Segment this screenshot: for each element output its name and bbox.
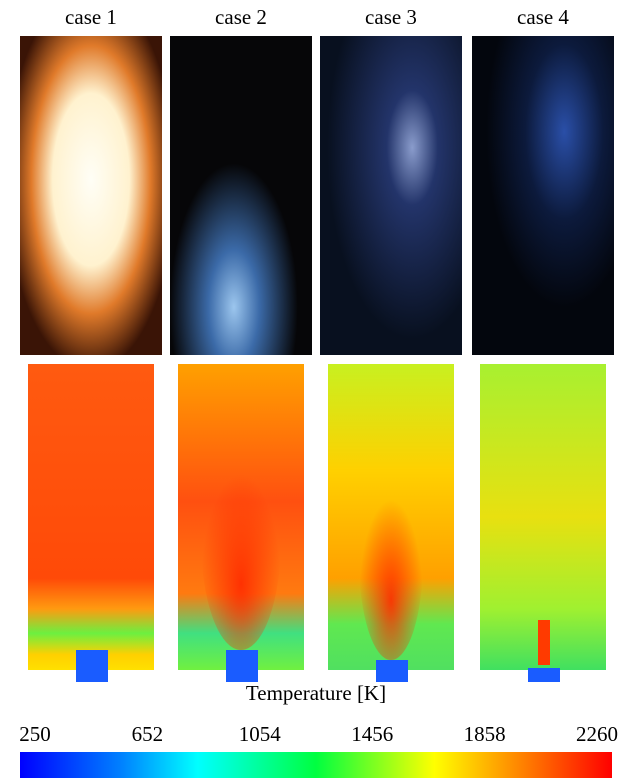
contours	[28, 364, 606, 682]
case-label: case 2	[215, 5, 267, 29]
case-label: case 4	[517, 5, 569, 29]
contour-case-1	[28, 364, 154, 670]
contour-core	[538, 620, 550, 665]
nozzle	[76, 650, 108, 682]
photo-case-4	[472, 36, 614, 355]
colorbar-tick-label: 250	[19, 722, 51, 746]
contour-core	[359, 460, 423, 660]
contour-core	[201, 430, 281, 650]
photo-case-3	[320, 36, 462, 355]
colorbar-tick-label: 2260	[576, 722, 618, 746]
colorbar-tick-label: 1054	[239, 722, 282, 746]
photo-case-2	[170, 36, 312, 355]
case-label: case 1	[65, 5, 117, 29]
nozzle	[226, 650, 258, 682]
photos	[20, 36, 614, 355]
colorbar-tick-label: 1858	[464, 722, 506, 746]
colorbar-title: Temperature [K]	[246, 681, 386, 705]
photo-case-1	[20, 36, 162, 355]
nozzle	[528, 668, 560, 682]
nozzle	[376, 660, 408, 682]
figure: Temperature [K] case 1 case 2 case 3 case 4…	[0, 0, 632, 778]
case-label: case 3	[365, 5, 417, 29]
page: Temperature [K] case 1 case 2 case 3 case 4…	[0, 0, 632, 783]
colorbar-tick-label: 652	[132, 722, 164, 746]
colorbar	[20, 752, 612, 778]
colorbar-tick-label: 1456	[351, 722, 393, 746]
